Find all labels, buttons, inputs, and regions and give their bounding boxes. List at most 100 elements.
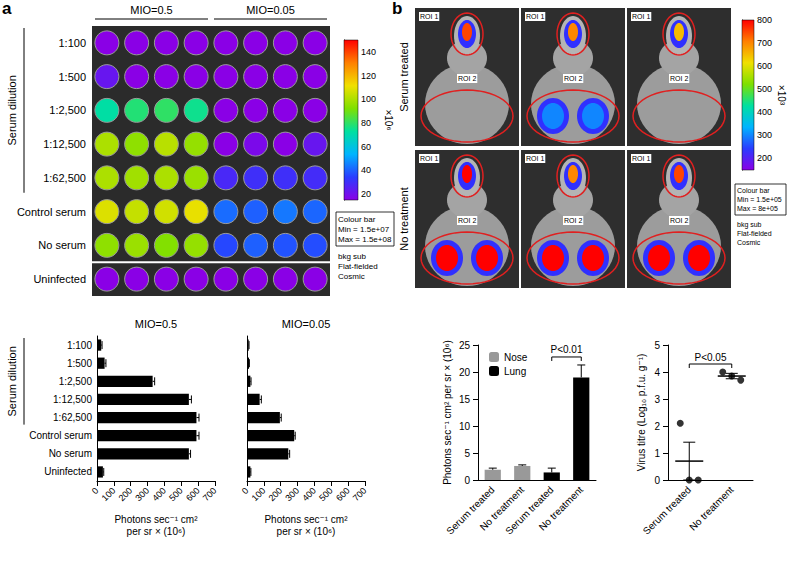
svg-text:300: 300 [133, 485, 151, 503]
svg-text:Serum treated: Serum treated [641, 484, 694, 537]
svg-text:20: 20 [459, 367, 471, 378]
svg-text:×10³: ×10³ [776, 85, 787, 106]
svg-text:ROI 1: ROI 1 [526, 155, 544, 162]
svg-text:800: 800 [757, 15, 772, 25]
svg-text:1:500: 1:500 [67, 358, 92, 369]
svg-text:ROI 2: ROI 2 [670, 217, 688, 224]
svg-text:P<0.05: P<0.05 [695, 352, 727, 363]
svg-text:3: 3 [654, 394, 660, 405]
svg-text:Cosmic: Cosmic [338, 272, 365, 281]
svg-text:Photons sec⁻¹ cm²: Photons sec⁻¹ cm² [114, 514, 198, 525]
svg-text:1:100: 1:100 [58, 37, 86, 49]
svg-text:ROI 2: ROI 2 [458, 75, 476, 82]
svg-text:100: 100 [361, 94, 376, 104]
svg-text:5: 5 [464, 448, 470, 459]
svg-text:Flat-fielded: Flat-fielded [737, 230, 772, 237]
svg-text:700: 700 [351, 485, 369, 503]
svg-text:Uninfected: Uninfected [44, 466, 92, 477]
svg-text:200: 200 [757, 153, 772, 163]
svg-text:100: 100 [250, 485, 268, 503]
svg-text:200: 200 [117, 485, 135, 503]
svg-text:140: 140 [361, 47, 376, 57]
svg-text:1:100: 1:100 [67, 340, 92, 351]
svg-text:Photons sec⁻¹ cm²: Photons sec⁻¹ cm² [264, 514, 348, 525]
svg-text:600: 600 [334, 485, 352, 503]
svg-text:Virus titre (Log₁₀ p.f.u. g⁻¹): Virus titre (Log₁₀ p.f.u. g⁻¹) [636, 354, 647, 472]
svg-text:0: 0 [90, 485, 101, 496]
svg-text:Cosmic: Cosmic [737, 239, 761, 246]
svg-text:300: 300 [283, 485, 301, 503]
svg-text:1: 1 [654, 448, 660, 459]
svg-text:MIO=0.5: MIO=0.5 [130, 4, 173, 16]
svg-text:2: 2 [654, 421, 660, 432]
svg-text:700: 700 [757, 38, 772, 48]
svg-text:No treatment: No treatment [398, 187, 410, 251]
svg-text:Colour bar: Colour bar [737, 187, 770, 194]
svg-text:1:62,500: 1:62,500 [43, 172, 86, 184]
svg-text:per sr × (10⁶): per sr × (10⁶) [277, 526, 336, 537]
svg-text:Serum treated: Serum treated [398, 42, 410, 112]
svg-text:per sr × (10⁶): per sr × (10⁶) [127, 526, 186, 537]
svg-text:MIO=0.5: MIO=0.5 [135, 318, 178, 330]
svg-text:Control serum: Control serum [17, 206, 86, 218]
svg-text:ROI 1: ROI 1 [526, 13, 544, 20]
svg-text:Nose: Nose [504, 352, 528, 363]
svg-text:ROI 2: ROI 2 [670, 75, 688, 82]
svg-text:No serum: No serum [49, 448, 92, 459]
svg-text:20: 20 [361, 189, 371, 199]
svg-text:Min = 1.5e+07: Min = 1.5e+07 [338, 225, 390, 234]
svg-text:600: 600 [757, 61, 772, 71]
svg-text:Serum dilution: Serum dilution [6, 75, 18, 145]
svg-text:15: 15 [459, 394, 471, 405]
svg-text:700: 700 [201, 485, 219, 503]
svg-text:No treatment: No treatment [687, 484, 736, 533]
svg-text:No serum: No serum [38, 239, 86, 251]
svg-text:b: b [392, 0, 402, 18]
svg-text:4: 4 [654, 367, 660, 378]
svg-text:Control serum: Control serum [29, 430, 92, 441]
svg-text:500: 500 [317, 485, 335, 503]
svg-text:40: 40 [361, 165, 371, 175]
svg-text:×10⁶: ×10⁶ [383, 109, 394, 130]
svg-text:100: 100 [100, 485, 118, 503]
svg-text:Photons sec⁻¹ cm² per sr × (10: Photons sec⁻¹ cm² per sr × (10⁶) [442, 340, 453, 485]
svg-text:400: 400 [300, 485, 318, 503]
svg-text:No treatment: No treatment [537, 484, 586, 533]
svg-text:Lung: Lung [504, 366, 526, 377]
svg-text:Min = 1.5e+05: Min = 1.5e+05 [737, 196, 782, 203]
svg-text:600: 600 [184, 485, 202, 503]
svg-text:bkg sub: bkg sub [737, 221, 762, 229]
svg-text:1:500: 1:500 [58, 71, 86, 83]
svg-text:200: 200 [267, 485, 285, 503]
svg-text:ROI 2: ROI 2 [564, 217, 582, 224]
svg-text:P<0.01: P<0.01 [551, 344, 583, 355]
svg-text:0: 0 [464, 475, 470, 486]
svg-text:500: 500 [757, 84, 772, 94]
svg-text:1:12,500: 1:12,500 [43, 138, 86, 150]
svg-text:ROI 2: ROI 2 [458, 217, 476, 224]
svg-text:Max = 8e+05: Max = 8e+05 [737, 205, 778, 212]
svg-text:5: 5 [654, 340, 660, 351]
svg-text:MIO=0.05: MIO=0.05 [246, 4, 295, 16]
svg-text:0: 0 [654, 475, 660, 486]
svg-text:10: 10 [459, 421, 471, 432]
svg-text:Max = 1.5e+08: Max = 1.5e+08 [338, 235, 392, 244]
svg-text:400: 400 [150, 485, 168, 503]
svg-text:300: 300 [757, 130, 772, 140]
svg-text:ROI 1: ROI 1 [632, 155, 650, 162]
svg-text:0: 0 [240, 485, 251, 496]
svg-text:1:2,500: 1:2,500 [49, 104, 86, 116]
svg-text:1:2,500: 1:2,500 [59, 376, 93, 387]
svg-text:80: 80 [361, 118, 371, 128]
svg-text:ROI 1: ROI 1 [420, 155, 438, 162]
svg-text:MIO=0.05: MIO=0.05 [282, 318, 331, 330]
svg-text:a: a [2, 0, 12, 18]
svg-text:1:12,500: 1:12,500 [53, 394, 92, 405]
svg-text:Uninfected: Uninfected [33, 273, 86, 285]
svg-text:ROI 1: ROI 1 [632, 13, 650, 20]
svg-text:Serum dilution: Serum dilution [6, 346, 18, 416]
svg-text:Flat-fielded: Flat-fielded [338, 262, 378, 271]
svg-text:400: 400 [757, 107, 772, 117]
svg-text:1:62,500: 1:62,500 [53, 412, 92, 423]
svg-text:bkg sub: bkg sub [338, 252, 367, 261]
